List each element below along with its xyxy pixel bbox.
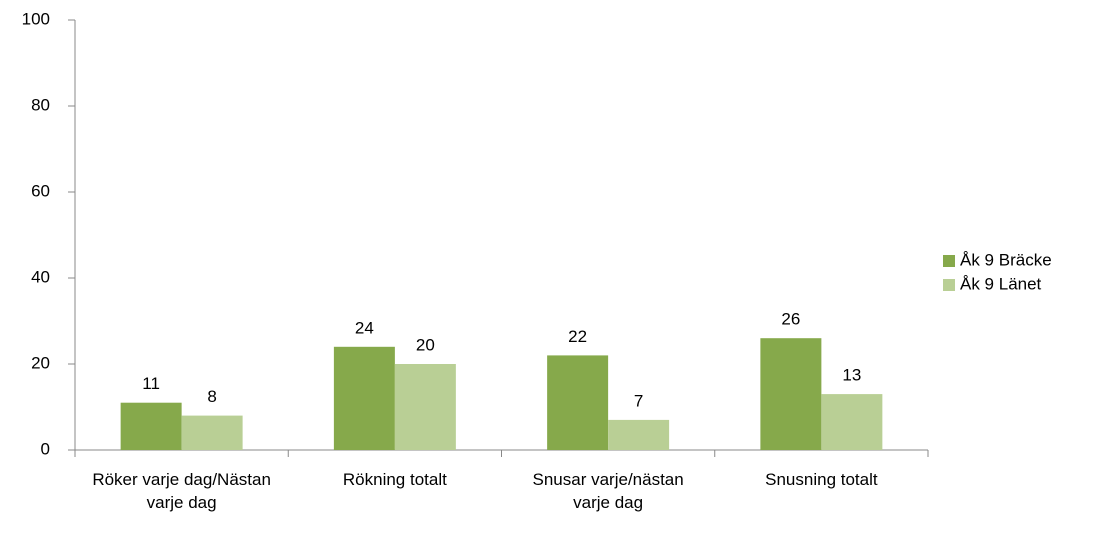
data-label: 24 bbox=[355, 318, 374, 337]
data-label: 22 bbox=[568, 327, 587, 346]
data-label: 13 bbox=[842, 366, 861, 385]
x-tick-label: Snusning totalt bbox=[765, 470, 878, 489]
y-tick-label: 80 bbox=[31, 95, 50, 114]
x-tick-label: Snusar varje/nästan varje dag bbox=[532, 470, 684, 512]
y-tick-label: 0 bbox=[41, 439, 50, 458]
x-tick-label: Rökning totalt bbox=[342, 470, 447, 489]
data-label: 26 bbox=[781, 310, 800, 329]
legend-swatch bbox=[943, 279, 955, 291]
legend-label: Åk 9 Bräcke bbox=[960, 250, 1052, 269]
bar bbox=[181, 415, 243, 450]
legend-label: Åk 9 Länet bbox=[960, 274, 1042, 293]
data-label: 20 bbox=[416, 335, 435, 354]
bar bbox=[394, 364, 456, 450]
data-label: 8 bbox=[207, 387, 216, 406]
y-tick-label: 60 bbox=[31, 181, 50, 200]
bar bbox=[608, 419, 670, 450]
bar bbox=[821, 394, 883, 450]
bar bbox=[120, 402, 182, 450]
data-label: 7 bbox=[634, 391, 643, 410]
bar bbox=[333, 346, 395, 450]
y-tick-label: 40 bbox=[31, 267, 50, 286]
y-tick-label: 20 bbox=[31, 353, 50, 372]
y-tick-label: 100 bbox=[22, 9, 50, 28]
legend-swatch bbox=[943, 255, 955, 267]
bar bbox=[547, 355, 609, 450]
data-label: 11 bbox=[142, 374, 160, 393]
bar bbox=[760, 338, 822, 450]
x-tick-label: Röker varje dag/Nästan varje dag bbox=[92, 470, 271, 512]
